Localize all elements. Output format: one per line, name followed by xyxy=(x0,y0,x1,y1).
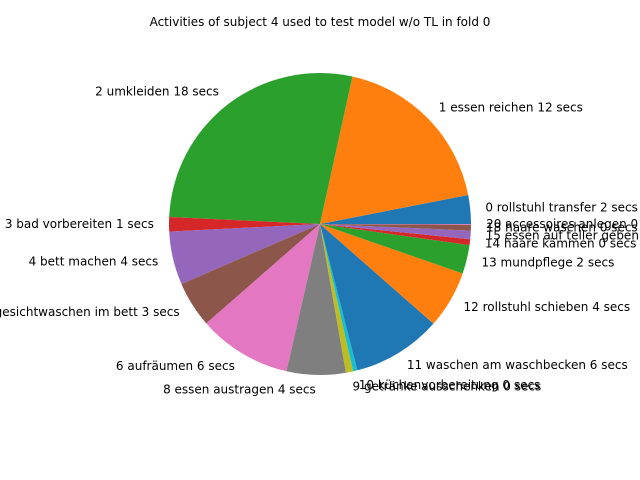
pie-label-14: 15 essen auf teller geben 0 secs xyxy=(486,229,640,243)
chart-title: Activities of subject 4 used to test mod… xyxy=(150,15,491,29)
pie-label-0: 0 rollstuhl transfer 2 secs xyxy=(485,200,638,214)
pie-slice-15 xyxy=(320,224,471,231)
pie-slice-16 xyxy=(320,224,472,225)
pie-slice-6 xyxy=(206,224,320,372)
pie-label-3: 3 bad vorbereiten 1 secs xyxy=(5,217,154,231)
pie-label-4: 4 bett machen 4 secs xyxy=(29,254,159,268)
pie-label-16: 20 accessoires anlegen 0 secs xyxy=(486,217,640,231)
pie-slice-13 xyxy=(320,224,471,246)
pie-label-2: 2 umkleiden 18 secs xyxy=(95,85,219,99)
pie-slice-12 xyxy=(320,224,470,274)
pie-slice-10 xyxy=(320,224,434,371)
pie-slice-1 xyxy=(320,76,469,225)
pie-label-12: 13 mundpflege 2 secs xyxy=(481,256,614,270)
pie-label-7: 8 essen austragen 4 secs xyxy=(163,383,316,397)
pie-slice-14 xyxy=(320,224,471,240)
pie-label-5: 5 gesichtwaschen im bett 3 secs xyxy=(0,305,180,319)
pie-label-11: 12 rollstuhl schieben 4 secs xyxy=(464,300,631,314)
pie-label-13: 14 haare kämmen 0 secs xyxy=(485,237,636,251)
pie-slice-4 xyxy=(169,224,320,285)
pie-label-6: 6 aufräumen 6 secs xyxy=(116,359,235,373)
pie-slice-2 xyxy=(169,72,353,224)
pie-labels: 0 rollstuhl transfer 2 secs 1 essen reich… xyxy=(0,85,640,397)
pie-slice-9 xyxy=(320,224,358,372)
pie-slices xyxy=(168,72,472,376)
pie-label-9: 10 küchenvorbereitung 0 secs xyxy=(359,378,541,392)
pie-slice-7 xyxy=(286,224,346,376)
pie-slice-3 xyxy=(168,217,320,232)
pie-slice-11 xyxy=(320,224,463,324)
pie-slice-0 xyxy=(320,194,471,224)
pie-slice-5 xyxy=(181,224,320,324)
pie-label-10: 11 waschen am waschbecken 6 secs xyxy=(407,358,628,372)
pie-slice-8 xyxy=(320,224,354,373)
pie-label-8: 9 getränke ausschenken 0 secs xyxy=(353,379,542,393)
pie-label-1: 1 essen reichen 12 secs xyxy=(439,100,583,114)
pie-label-15: 18 haare waschen 0 secs xyxy=(486,221,638,235)
